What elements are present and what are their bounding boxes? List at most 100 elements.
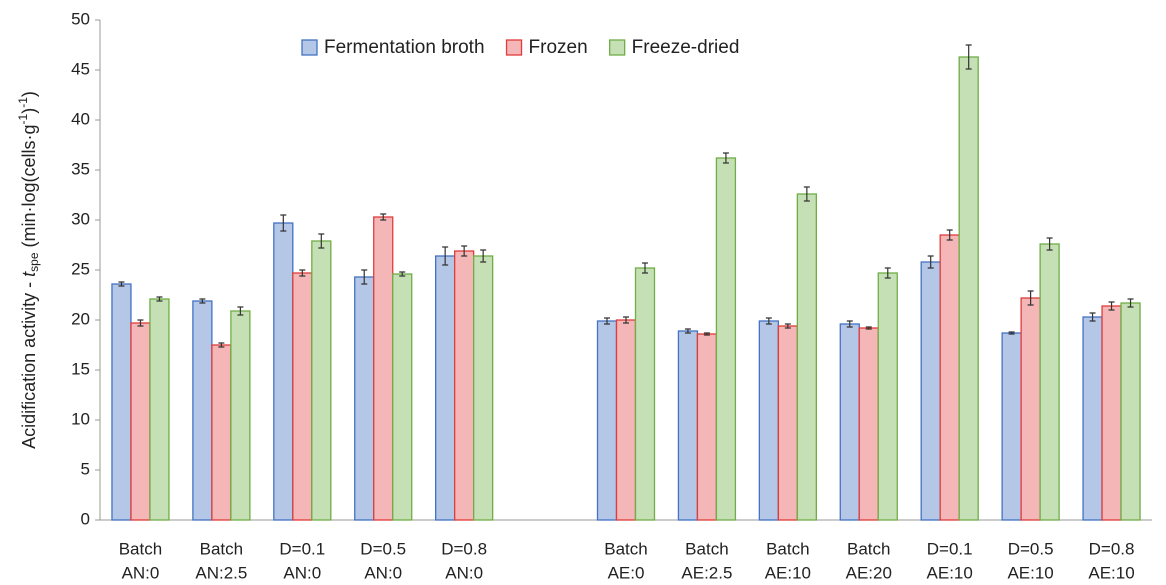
bar (696, 333, 718, 521)
error-bar (1127, 298, 1134, 308)
x-tick-label: Batch (847, 539, 890, 558)
y-tick-label: 25 (71, 259, 90, 278)
bar (1020, 297, 1041, 521)
y-tick-label: 50 (71, 9, 90, 28)
error-bar (442, 246, 449, 266)
error-bar (846, 320, 853, 328)
error-bar (1046, 237, 1053, 251)
x-tick-label: AE:20 (846, 563, 892, 582)
error-bar (199, 298, 206, 304)
bar (454, 250, 475, 521)
error-bar (722, 152, 729, 164)
bar (758, 320, 779, 521)
legend-swatch (505, 39, 523, 56)
legend-label: Fermentation broth (324, 37, 485, 58)
x-tick-label: AN:0 (445, 563, 483, 582)
bar (149, 298, 170, 521)
error-bar (137, 319, 144, 327)
error-bar (299, 269, 306, 277)
legend-label: Frozen (529, 37, 588, 58)
bar (354, 276, 375, 521)
x-tick-label: Batch (119, 539, 162, 558)
x-tick-label: AE:10 (1088, 563, 1134, 582)
error-bar (399, 271, 406, 277)
error-bar (237, 306, 244, 316)
y-label-part: (min·log(cells·g (19, 124, 39, 252)
bar (677, 330, 699, 521)
bar (1082, 316, 1103, 521)
error-bar (684, 328, 691, 334)
y-tick-label: 35 (71, 159, 90, 178)
legend-swatch (301, 39, 318, 56)
x-tick-label: AN:2.5 (195, 563, 247, 582)
error-bar (480, 249, 487, 263)
x-tick-label: AN:0 (122, 563, 160, 582)
bar (839, 323, 860, 521)
y-label-part: -1 (16, 113, 30, 124)
error-bar (280, 214, 287, 232)
bar (1001, 332, 1022, 521)
x-tick-label: AE:10 (765, 563, 811, 582)
bar (311, 240, 332, 521)
y-axis-label: Acidification activity - tspe (min·log(c… (16, 91, 41, 449)
bar (715, 157, 737, 521)
error-bar (1027, 290, 1034, 306)
error-bar (642, 262, 648, 274)
y-label-part: Acidification activity - (19, 277, 39, 449)
bar (939, 234, 960, 521)
bar (230, 310, 251, 521)
y-label-part: t (19, 271, 39, 277)
x-tick-label: D=0.5 (360, 539, 406, 558)
error-bar (623, 316, 629, 324)
y-tick-label: 15 (71, 359, 90, 378)
x-tick-label: Batch (685, 539, 728, 558)
bar (211, 344, 232, 521)
bar (435, 255, 456, 521)
x-tick-label: Batch (766, 539, 809, 558)
y-label-part: spe (27, 252, 41, 272)
bar (273, 222, 294, 521)
error-bar (803, 186, 810, 202)
bar (920, 261, 941, 521)
error-bar (318, 233, 325, 249)
error-bar (865, 326, 872, 330)
bar (958, 56, 979, 521)
error-bar (927, 255, 934, 269)
error-bar (884, 267, 891, 279)
error-bar (1108, 301, 1115, 311)
x-tick-label: D=0.5 (1008, 539, 1054, 558)
bar (111, 283, 132, 521)
bar (1101, 305, 1122, 521)
error-bar (703, 332, 710, 336)
bar (596, 320, 618, 521)
x-tick-label: D=0.8 (1089, 539, 1135, 558)
bar (634, 267, 656, 521)
y-tick-label: 5 (81, 459, 90, 478)
x-tick-label: D=0.8 (441, 539, 487, 558)
error-bar (784, 323, 791, 329)
bar (796, 193, 817, 521)
bar (373, 216, 394, 521)
bar (292, 272, 313, 521)
y-tick-label: 30 (71, 209, 90, 228)
error-bar (361, 269, 368, 285)
y-tick-label: 0 (81, 509, 90, 528)
legend-swatch (609, 39, 626, 56)
x-tick-label: AE:2.5 (681, 563, 732, 582)
bar (1120, 302, 1141, 521)
error-bar (1089, 312, 1096, 322)
error-bar (946, 229, 953, 241)
y-tick-label: 20 (71, 309, 90, 328)
error-bar (765, 317, 772, 325)
error-bar (218, 342, 225, 348)
x-tick-label: Batch (604, 539, 647, 558)
bar (130, 322, 151, 521)
bar (473, 255, 494, 521)
y-tick-label: 45 (71, 59, 90, 78)
x-tick-label: Batch (200, 539, 243, 558)
x-tick-label: AE:10 (1007, 563, 1053, 582)
bar (192, 300, 213, 521)
bar (777, 325, 798, 521)
legend-label: Freeze-dried (632, 37, 740, 58)
